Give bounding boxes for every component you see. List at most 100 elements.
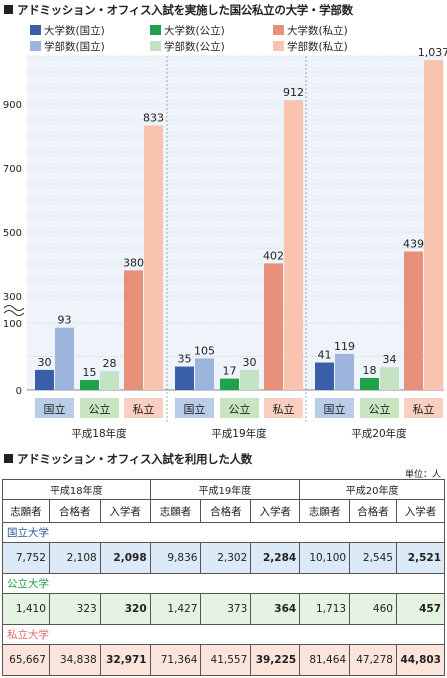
bar-value-label: 30 bbox=[38, 356, 52, 369]
table-title-text: アドミッション・オフィス入試を利用した人数 bbox=[17, 452, 252, 466]
subcategory-label: 私立 bbox=[413, 402, 435, 416]
table-row: 65,667 34,838 32,971 71,364 41,557 39,225 81,4… bbox=[2, 644, 446, 676]
legend-label: 大学数(国立) bbox=[44, 24, 105, 37]
applicant-table: 平成18年度 平成19年度 平成20年度 志願者 合格者 入学者 志願者 合格者 入学者 志願者合… bbox=[2, 479, 446, 676]
legend-label: 大学数(私立) bbox=[287, 24, 348, 37]
column-header: 合格者 bbox=[349, 499, 397, 523]
table-cell: 39,225 bbox=[250, 644, 301, 676]
subcategory-box bbox=[124, 398, 163, 418]
subcategory-box bbox=[404, 398, 443, 418]
bar-value-label: 439 bbox=[403, 238, 424, 251]
bar bbox=[80, 379, 99, 390]
bar bbox=[124, 270, 143, 390]
column-header-row: 志願者 合格者 入学者 志願者 合格者 入学者 志願者 合格者 入学者 bbox=[2, 499, 446, 523]
subcategory-box bbox=[35, 398, 74, 418]
section-marker bbox=[4, 5, 13, 14]
table-cell: 323 bbox=[48, 593, 101, 625]
bar bbox=[424, 60, 443, 390]
table-cell: 32,971 bbox=[99, 644, 151, 676]
plot-background bbox=[27, 56, 444, 390]
bar-value-label: 15 bbox=[83, 366, 97, 379]
subcategory-label: 国立 bbox=[44, 402, 66, 416]
bar-value-label: 105 bbox=[194, 344, 215, 357]
y-tick-label: 500 bbox=[3, 228, 22, 239]
year-header: 平成20年度 bbox=[299, 479, 445, 500]
group-label-row: 公立大学 bbox=[2, 573, 445, 594]
table-cell: 2,108 bbox=[48, 542, 101, 574]
chart-title: アドミッション・オフィス入試を実施した国公私立の大学・学部数 bbox=[4, 2, 353, 18]
legend-label: 学部数(公立) bbox=[164, 40, 225, 53]
table-cell: 2,521 bbox=[395, 542, 446, 574]
bar-value-label: 41 bbox=[318, 349, 332, 362]
bar-value-label: 17 bbox=[223, 365, 237, 378]
table-cell: 7,752 bbox=[2, 542, 50, 574]
table-title: アドミッション・オフィス入試を利用した人数 bbox=[4, 451, 252, 467]
group-label-row: 私立大学 bbox=[2, 624, 445, 645]
x-category-label: 平成18年度 bbox=[71, 427, 127, 440]
subcategory-box bbox=[175, 398, 214, 418]
table-cell: 71,364 bbox=[149, 644, 202, 676]
x-category-label: 平成19年度 bbox=[211, 427, 267, 440]
bar-value-label: 119 bbox=[334, 340, 355, 353]
bar bbox=[284, 100, 303, 390]
table-cell: 2,098 bbox=[99, 542, 151, 574]
legend-swatch bbox=[30, 41, 41, 51]
y-tick-label: 900 bbox=[3, 100, 22, 111]
column-header: 志願者 bbox=[299, 499, 351, 523]
bar bbox=[380, 367, 399, 390]
group-label: 公立大学 bbox=[2, 573, 445, 594]
subcategory-box bbox=[220, 398, 259, 418]
table-cell: 364 bbox=[250, 593, 301, 625]
subcategory-label: 国立 bbox=[324, 402, 346, 416]
table-cell: 65,667 bbox=[2, 644, 50, 676]
year-header: 平成19年度 bbox=[149, 479, 301, 500]
subcategory-box bbox=[264, 398, 303, 418]
subcategory-label: 私立 bbox=[273, 402, 295, 416]
x-category-label: 平成20年度 bbox=[351, 427, 407, 440]
group-label: 国立大学 bbox=[2, 522, 445, 543]
group-label-row: 国立大学 bbox=[2, 522, 445, 543]
subcategory-label: 公立 bbox=[369, 402, 391, 416]
bar-value-label: 402 bbox=[263, 249, 284, 262]
bar bbox=[404, 251, 423, 390]
table-cell: 34,838 bbox=[48, 644, 101, 676]
table-cell: 1,713 bbox=[299, 593, 351, 625]
table-cell: 9,836 bbox=[149, 542, 202, 574]
bar bbox=[220, 378, 239, 390]
subcategory-label: 私立 bbox=[133, 402, 155, 416]
bar-value-label: 30 bbox=[243, 356, 257, 369]
bar-value-label: 28 bbox=[103, 357, 117, 370]
bar bbox=[195, 358, 214, 390]
group-label: 私立大学 bbox=[2, 624, 445, 645]
bar bbox=[335, 353, 354, 390]
legend-label: 大学数(公立) bbox=[164, 24, 225, 37]
table-cell: 41,557 bbox=[200, 644, 252, 676]
table-row: 7,752 2,108 2,098 9,836 2,302 2,284 10,100 2,54… bbox=[2, 542, 446, 574]
subcategory-box bbox=[315, 398, 354, 418]
bar-value-label: 1,037 bbox=[418, 46, 447, 59]
table-cell: 44,803 bbox=[395, 644, 446, 676]
table-cell: 47,278 bbox=[349, 644, 397, 676]
table-cell: 10,100 bbox=[299, 542, 351, 574]
subcategory-label: 公立 bbox=[89, 402, 111, 416]
column-header: 合格者 bbox=[48, 499, 101, 523]
bar-value-label: 833 bbox=[143, 111, 164, 124]
column-header: 志願者 bbox=[149, 499, 202, 523]
subcategory-label: 国立 bbox=[184, 402, 206, 416]
table-cell: 460 bbox=[349, 593, 397, 625]
subcategory-box bbox=[80, 398, 119, 418]
chart-title-text: アドミッション・オフィス入試を実施した国公私立の大学・学部数 bbox=[17, 3, 353, 17]
table-cell: 1,427 bbox=[149, 593, 202, 625]
legend-swatch bbox=[273, 41, 284, 51]
bar bbox=[360, 377, 379, 390]
bar-value-label: 18 bbox=[363, 364, 377, 377]
bar bbox=[264, 263, 283, 390]
table-cell: 320 bbox=[99, 593, 151, 625]
y-tick-label: 300 bbox=[3, 292, 22, 303]
table-cell: 2,545 bbox=[349, 542, 397, 574]
column-header: 入学者 bbox=[250, 499, 301, 523]
year-header-row: 平成18年度 平成19年度 平成20年度 bbox=[2, 479, 445, 500]
table-cell: 457 bbox=[395, 593, 446, 625]
y-tick-label: 100 bbox=[3, 319, 22, 330]
bar bbox=[35, 369, 54, 390]
